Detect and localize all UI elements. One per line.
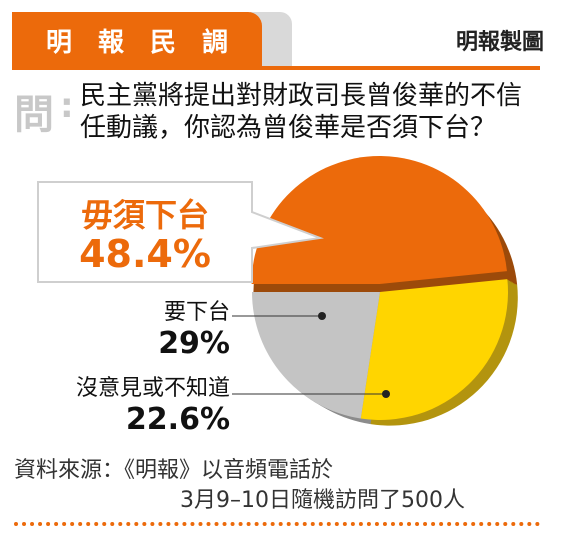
header-title: 明 報 民 調	[12, 12, 262, 68]
slice-label-group-2: 要下台 29%	[100, 294, 230, 361]
callout-box	[37, 181, 324, 283]
header-credit: 明報製圖	[455, 30, 544, 55]
slice-label-3: 沒意見或不知道	[75, 376, 230, 401]
question-text: 民主黨將提出對財政司長曾俊華的不信任動議，你認為曾俊華是否須下台？	[80, 81, 523, 143]
source-line-2: 3月9–10日隨機訪問了500人	[180, 488, 465, 513]
slice-label-2: 要下台	[163, 300, 230, 325]
pie-slice-2	[360, 279, 509, 420]
slice-value-2: 29%	[158, 326, 230, 361]
pie-slice-1	[251, 156, 507, 285]
leader-dot-3	[382, 390, 390, 398]
slice-value-3: 22.6%	[125, 402, 230, 437]
slice-label-group-3: 沒意見或不知道 22.6%	[10, 370, 230, 437]
dotted-rule	[14, 522, 540, 526]
source-line-1: 資料來源：《明報》以音頻電話於	[14, 458, 334, 483]
header-band: 明 報 民 調 明報製圖	[12, 12, 552, 68]
header-rule	[12, 66, 540, 70]
question-colon: :	[60, 86, 74, 126]
slice-label-1: 毋須下台	[80, 196, 209, 234]
slice-value-1: 48.4%	[79, 232, 211, 276]
pie-slice-3	[252, 292, 380, 419]
leader-dot-2	[318, 312, 326, 320]
question-mark-icon: 問	[14, 92, 54, 138]
